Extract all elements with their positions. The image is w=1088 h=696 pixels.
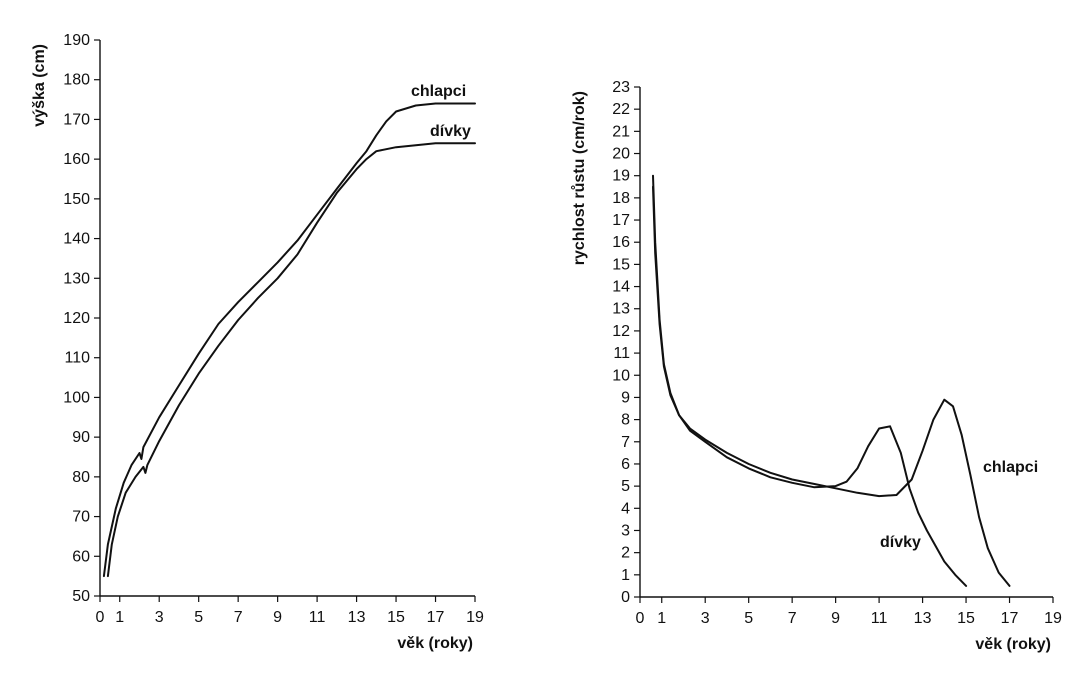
x-tick-label: 11 (871, 610, 888, 627)
y-tick-label: 8 (621, 412, 630, 429)
series-line-girls (652, 185, 968, 587)
y-tick-label: 80 (72, 469, 90, 486)
y-tick-label: 90 (72, 429, 90, 446)
y-tick-label: 13 (612, 301, 630, 318)
x-tick-label: 3 (701, 610, 710, 627)
y-tick-label: 11 (613, 345, 630, 362)
series-line-boys (652, 174, 1011, 587)
x-tick-label: 15 (387, 609, 405, 626)
y-axis-title: rychlost růstu (cm/rok) (571, 91, 588, 265)
x-tick-label: 19 (466, 609, 484, 626)
y-tick-label: 60 (72, 548, 90, 565)
y-tick-label: 16 (612, 234, 630, 251)
y-tick-label: 70 (72, 509, 90, 526)
y-tick-label: 10 (612, 367, 630, 384)
y-tick-label: 22 (612, 101, 630, 118)
y-tick-label: 19 (612, 168, 630, 185)
y-tick-label: 2 (621, 545, 630, 562)
y-tick-label: 17 (612, 212, 630, 229)
x-tick-label: 3 (155, 609, 164, 626)
y-tick-label: 5 (621, 478, 630, 495)
y-tick-label: 7 (621, 434, 630, 451)
y-tick-label: 9 (621, 389, 630, 406)
y-tick-label: 4 (621, 500, 630, 517)
y-tick-label: 150 (63, 191, 90, 208)
y-tick-label: 20 (612, 146, 630, 163)
x-tick-label: 19 (1044, 610, 1062, 627)
x-tick-label: 9 (831, 610, 840, 627)
y-tick-label: 18 (612, 190, 630, 207)
y-tick-label: 50 (72, 588, 90, 605)
x-tick-label: 1 (657, 610, 666, 627)
x-tick-label: 1 (115, 609, 124, 626)
y-tick-label: 0 (621, 589, 630, 606)
x-tick-label: 0 (636, 610, 645, 627)
y-tick-label: 140 (63, 231, 90, 248)
x-tick-label: 11 (309, 609, 326, 626)
y-tick-label: 110 (64, 350, 90, 367)
y-tick-label: 23 (612, 79, 630, 96)
series-line-girls (106, 142, 476, 578)
x-tick-label: 5 (744, 610, 753, 627)
y-tick-label: 120 (63, 310, 90, 327)
x-tick-label: 0 (96, 609, 105, 626)
y-tick-label: 14 (612, 279, 630, 296)
x-tick-label: 17 (1001, 610, 1019, 627)
x-tick-label: 17 (427, 609, 445, 626)
y-tick-label: 12 (612, 323, 630, 340)
y-tick-label: 160 (63, 151, 90, 168)
x-tick-label: 7 (788, 610, 797, 627)
x-axis-title: věk (roky) (397, 635, 473, 652)
height-chart: 5060708090100110120130140150160170180190… (31, 32, 484, 652)
x-tick-label: 9 (273, 609, 282, 626)
y-tick-label: 190 (63, 32, 90, 49)
x-tick-label: 5 (194, 609, 203, 626)
y-tick-label: 170 (63, 111, 90, 128)
series-line-boys (102, 102, 476, 578)
series-label-boys: chlapci (411, 83, 466, 100)
x-tick-label: 7 (234, 609, 243, 626)
x-tick-label: 13 (348, 609, 366, 626)
y-tick-label: 130 (63, 270, 90, 287)
y-tick-label: 1 (621, 567, 630, 584)
x-axis-title: věk (roky) (975, 636, 1051, 653)
y-tick-label: 15 (612, 256, 630, 273)
series-label-girls: dívky (430, 123, 471, 140)
series-label-boys: chlapci (983, 459, 1038, 476)
y-tick-label: 3 (621, 522, 630, 539)
y-tick-label: 100 (63, 389, 90, 406)
y-axis-title: výška (cm) (31, 44, 48, 127)
x-tick-label: 13 (914, 610, 932, 627)
y-tick-label: 21 (612, 123, 630, 140)
x-tick-label: 15 (957, 610, 975, 627)
y-tick-label: 6 (621, 456, 630, 473)
y-tick-label: 180 (63, 72, 90, 89)
series-label-girls: dívky (880, 534, 921, 551)
